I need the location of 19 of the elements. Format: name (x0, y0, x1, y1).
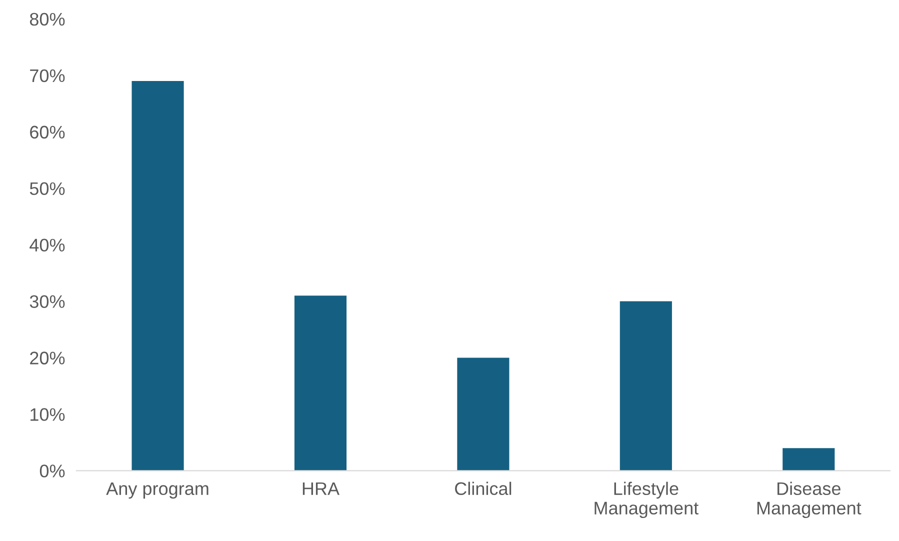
bar (294, 296, 347, 471)
y-tick-label: 10% (30, 408, 65, 421)
y-tick-label: 20% (30, 352, 65, 364)
x-tick-label: Disease Management (757, 482, 862, 518)
y-tick-label: 80% (30, 12, 65, 26)
bar (782, 448, 835, 471)
y-tick-label: 70% (30, 69, 65, 82)
bar (132, 81, 184, 471)
y-tick-label: 40% (30, 238, 65, 252)
x-tick-label: Any program (106, 482, 208, 499)
y-tick-label: 30% (30, 295, 65, 308)
bar (620, 301, 672, 471)
bar (457, 358, 510, 471)
y-tick-label: 50% (30, 182, 65, 196)
x-tick-label: Clinical (455, 482, 512, 496)
y-tick-label: 60% (30, 126, 65, 139)
x-tick-label: Lifestyle Management (594, 482, 698, 518)
x-tick-label: HRA (302, 482, 340, 495)
y-tick-label: 0% (40, 464, 65, 478)
